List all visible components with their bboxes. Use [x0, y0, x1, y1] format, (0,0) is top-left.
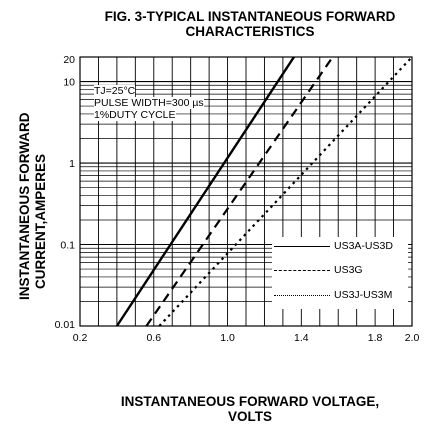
legend-swatch-solid [274, 246, 330, 247]
x-axis-label-line-2: VOLTS [227, 409, 272, 424]
legend-entry-us3a-us3d: US3A-US3D [272, 239, 408, 253]
y-tick-label: 10 [63, 77, 75, 89]
condition-duty-cycle: 1%DUTY CYCLE [94, 109, 176, 121]
y-tick-label: 1 [69, 158, 75, 170]
legend-entry-us3j-us3m: US3J-US3M [272, 288, 408, 302]
y-tick-label: 20 [63, 54, 75, 66]
x-tick-label: 0.6 [146, 332, 161, 344]
curve-us3j-us3m [158, 56, 413, 327]
legend-label: US3G [334, 264, 363, 276]
legend-label: US3A-US3D [334, 240, 393, 252]
x-tick-label: 2.0 [405, 332, 420, 344]
chart-title-line-2: CHARACTERISTICS [185, 24, 315, 39]
legend-swatch-dotted [274, 295, 330, 296]
tick-labels: 0.2 0.6 1.0 1.4 1.8 2.0 0.01 0.1 1 10 20 [55, 54, 420, 344]
data-curves [115, 56, 413, 327]
x-tick-label: 1.8 [368, 332, 383, 344]
x-tick-label: 1.4 [294, 332, 309, 344]
chart-title-line-1: FIG. 3-TYPICAL INSTANTANEOUS FORWARD [104, 9, 396, 24]
x-tick-label: 0.2 [73, 332, 88, 344]
condition-junction-temp: TJ=25°C [94, 85, 136, 97]
y-tick-label: 0.01 [55, 319, 76, 331]
curve-us3g [145, 56, 334, 327]
legend-entry-us3g: US3G [272, 263, 408, 277]
legend-swatch-dashed [274, 270, 330, 271]
legend-label: US3J-US3M [334, 289, 393, 301]
legend: US3A-US3D US3G US3J-US3M [272, 237, 408, 309]
condition-pulse-width: PULSE WIDTH=300 µs [94, 97, 204, 109]
curve-us3a-us3d [115, 56, 295, 327]
y-tick-label: 0.1 [60, 240, 75, 252]
plot-frame [79, 56, 413, 327]
x-tick-label: 1.0 [220, 332, 235, 344]
x-axis-label-line-1: INSTANTANEOUS FORWARD VOLTAGE, [120, 394, 380, 409]
